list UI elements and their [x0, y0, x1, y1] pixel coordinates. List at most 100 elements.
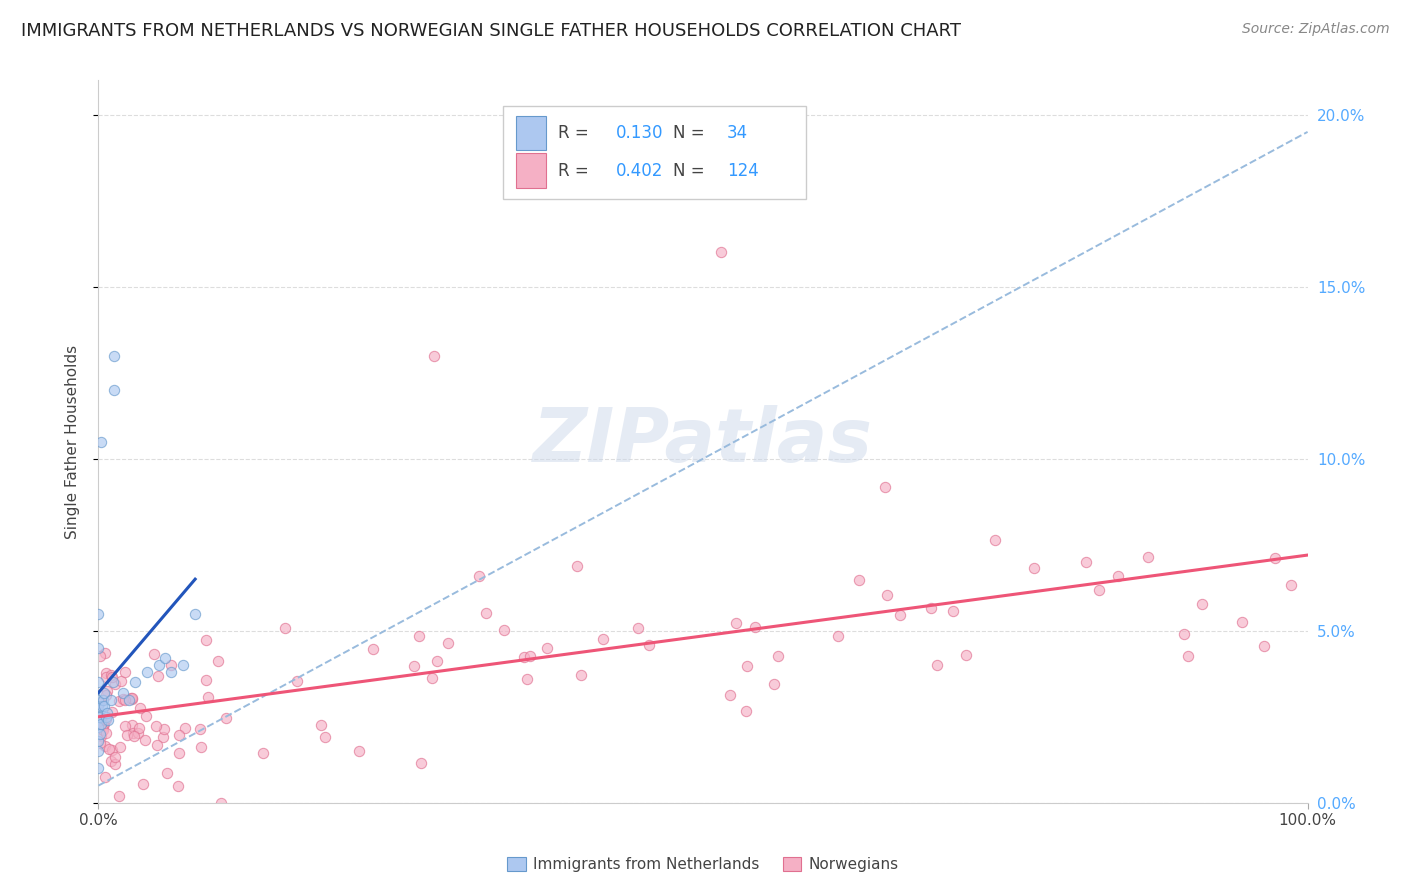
Point [148, 658, 170, 673]
Point [718, 688, 741, 702]
Point [118, 692, 141, 706]
Point [87, 692, 110, 706]
Point [93, 686, 115, 700]
Point [128, 721, 150, 735]
Point [89, 710, 111, 724]
Point [120, 691, 142, 706]
Point [111, 686, 134, 700]
Text: N =: N = [673, 161, 710, 179]
Legend: Immigrants from Netherlands, Norwegians: Immigrants from Netherlands, Norwegians [501, 851, 905, 879]
Point [101, 670, 124, 684]
Point [361, 641, 384, 656]
Point [91, 718, 114, 732]
Point [108, 789, 131, 804]
Point [94, 688, 117, 702]
Text: 0.130: 0.130 [616, 124, 664, 142]
Point [90, 434, 112, 449]
Text: 34: 34 [727, 124, 748, 142]
Text: IMMIGRANTS FROM NETHERLANDS VS NORWEGIAN SINGLE FATHER HOUSEHOLDS CORRELATION CH: IMMIGRANTS FROM NETHERLANDS VS NORWEGIAN… [21, 22, 962, 40]
Point [93, 723, 115, 737]
Point [89, 727, 111, 741]
Point [468, 568, 491, 582]
FancyBboxPatch shape [516, 116, 546, 151]
Point [122, 729, 145, 743]
Point [184, 607, 207, 621]
Point [103, 383, 125, 397]
Point [314, 730, 336, 744]
Point [252, 747, 274, 761]
Point [94, 646, 117, 660]
Point [153, 651, 176, 665]
Point [91, 692, 114, 706]
Point [87, 675, 110, 690]
Point [91, 722, 114, 736]
Point [94, 671, 117, 685]
Text: Source: ZipAtlas.com: Source: ZipAtlas.com [1241, 22, 1389, 37]
Point [195, 632, 218, 647]
Point [110, 673, 132, 688]
Point [494, 623, 516, 637]
Point [1191, 597, 1213, 611]
Point [91, 699, 114, 714]
Point [93, 739, 115, 753]
Point [927, 658, 949, 673]
Point [152, 722, 174, 736]
Point [89, 648, 111, 663]
Point [108, 739, 131, 754]
Point [207, 654, 229, 668]
Point [114, 693, 136, 707]
Point [285, 674, 308, 689]
Point [827, 629, 849, 643]
Point [148, 669, 170, 683]
Point [214, 711, 236, 725]
Point [408, 629, 430, 643]
Point [129, 701, 152, 715]
Point [87, 720, 110, 734]
Point [108, 694, 131, 708]
Point [160, 657, 183, 672]
Point [768, 648, 790, 663]
Point [87, 734, 110, 748]
Point [134, 733, 156, 747]
Text: 124: 124 [727, 161, 759, 179]
Point [96, 706, 118, 721]
Point [112, 692, 135, 706]
Point [188, 722, 211, 736]
FancyBboxPatch shape [503, 105, 806, 200]
Point [627, 621, 650, 635]
Point [197, 690, 219, 705]
Point [710, 245, 733, 260]
Point [763, 677, 786, 691]
Point [100, 743, 122, 757]
Point [592, 632, 614, 647]
Point [744, 620, 766, 634]
Point [1076, 555, 1098, 569]
Point [135, 709, 157, 723]
Point [100, 668, 122, 682]
Point [437, 636, 460, 650]
Point [94, 666, 117, 681]
Point [167, 779, 190, 793]
Point [143, 648, 166, 662]
Point [1177, 649, 1199, 664]
Point [132, 777, 155, 791]
Point [875, 480, 897, 494]
Point [920, 600, 942, 615]
Text: R =: R = [558, 124, 593, 142]
Point [475, 606, 498, 620]
Point [172, 658, 194, 673]
Point [97, 713, 120, 727]
Point [156, 765, 179, 780]
Point [311, 718, 333, 732]
Point [90, 729, 112, 743]
Point [100, 705, 122, 719]
Point [93, 716, 115, 731]
Point [1107, 569, 1129, 583]
Point [103, 349, 125, 363]
Point [94, 726, 117, 740]
Point [190, 740, 212, 755]
Point [513, 649, 536, 664]
Point [167, 728, 190, 742]
Point [941, 604, 963, 618]
Point [347, 744, 370, 758]
